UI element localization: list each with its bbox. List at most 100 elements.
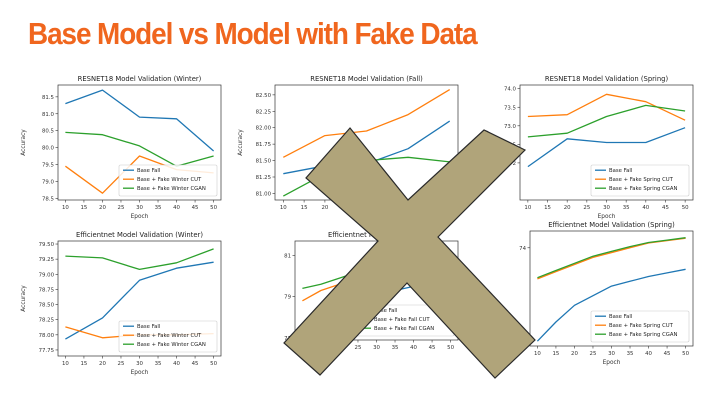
x-tick-label: 30	[608, 351, 615, 357]
legend-entry: Base + Fake Spring CUT	[609, 177, 674, 183]
x-tick-label: 35	[155, 361, 162, 367]
series-line	[65, 248, 214, 271]
legend: Base Fall Base + Fake Fall CUT Base + Fake…	[355, 304, 455, 337]
y-tick-label: 81.0	[42, 112, 55, 118]
series-line	[65, 261, 214, 340]
x-tick-label: 30	[603, 205, 610, 211]
series-line	[65, 89, 215, 152]
legend-entry: Base Fall	[137, 168, 160, 174]
x-axis-label: Epoch	[603, 360, 621, 366]
legend-box	[118, 320, 218, 353]
legend: Base Fall Base + Fake Winter CUT Base + Fa…	[118, 320, 218, 353]
y-tick-label: 79.25	[39, 257, 54, 263]
x-tick-label: 40	[642, 205, 649, 211]
x-tick-label: 15	[81, 361, 88, 367]
y-tick-label: 81.50	[256, 159, 272, 165]
chart-title: RESNET18 Model Validation (Winter)	[78, 75, 202, 83]
x-tick-label: 25	[583, 205, 590, 211]
x-tick-label: 40	[173, 361, 180, 367]
x-tick-label: 50	[447, 345, 454, 351]
cross-shape	[283, 127, 536, 379]
y-tick-label: 79.5	[42, 162, 54, 168]
legend-entry: Base + Fake Winter CGAN	[137, 186, 206, 192]
x-axis-label: Epoch	[131, 370, 149, 376]
x-tick-label: 15	[81, 205, 88, 211]
x-tick-label: 40	[410, 345, 417, 351]
x-tick-label: 25	[355, 345, 362, 351]
legend-entry: Base + Fake Fall CUT	[374, 317, 430, 323]
legend-box	[590, 164, 690, 197]
x-tick-label: 35	[155, 205, 162, 211]
chart-title: Efficientnet Model Validation (Winter)	[76, 231, 203, 239]
y-tick-label: 82.25	[256, 109, 271, 115]
y-tick-label: 78.75	[39, 287, 54, 293]
y-tick-label: 78.5	[42, 196, 54, 202]
series-line	[65, 131, 214, 167]
chart-title: RESNET18 Model Validation (Spring)	[545, 75, 669, 83]
series-line	[282, 89, 451, 158]
x-tick-label: 10	[62, 205, 69, 211]
x-tick-label: 15	[544, 205, 551, 211]
y-tick-label: 73.5	[504, 105, 516, 111]
x-tick-label: 20	[571, 351, 578, 357]
x-tick-label: 15	[301, 205, 308, 211]
y-tick-label: 81.75	[256, 142, 271, 148]
x-tick-label: 50	[682, 351, 689, 357]
x-tick-label: 25	[590, 351, 597, 357]
series-line	[536, 268, 686, 342]
x-tick-label: 10	[524, 205, 531, 211]
legend: Base Fall Base + Fake Spring CUT Base + Fa…	[590, 164, 690, 197]
x-tick-label: 45	[192, 361, 199, 367]
x-tick-label: 10	[534, 351, 541, 357]
series-line	[537, 237, 686, 279]
x-tick-label: 25	[118, 205, 125, 211]
x-tick-label: 40	[173, 205, 180, 211]
x-tick-label: 35	[392, 345, 399, 351]
legend-entry: Base Fall	[374, 308, 397, 314]
y-tick-label: 82.50	[256, 93, 272, 99]
y-tick-label: 78.25	[39, 318, 54, 324]
y-axis-label: Accuracy	[238, 129, 244, 156]
legend-box	[590, 310, 690, 343]
legend-entry: Base + Fake Spring CGAN	[609, 186, 678, 192]
x-tick-label: 45	[662, 205, 669, 211]
y-tick-label: 79	[284, 295, 291, 301]
y-tick-label: 74	[519, 246, 526, 252]
y-tick-label: 79.00	[39, 272, 55, 278]
legend: Base Fall Base + Fake Winter CUT Base + Fa…	[118, 164, 218, 197]
x-tick-label: 40	[645, 351, 652, 357]
y-axis-label: Accuracy	[21, 129, 27, 156]
x-tick-label: 15	[553, 351, 560, 357]
y-tick-label: 78.50	[39, 303, 55, 309]
chart-efficientnet-winter: Efficientnet Model Validation (Winter) 10…	[21, 231, 222, 376]
y-tick-label: 79.0	[42, 179, 55, 185]
legend-entry: Base + Fake Spring CGAN	[609, 332, 678, 338]
x-tick-label: 20	[564, 205, 571, 211]
legend-entry: Base + Fake Winter CUT	[137, 177, 202, 183]
y-tick-label: 80.5	[42, 129, 54, 135]
x-tick-label: 20	[99, 205, 106, 211]
y-tick-label: 73.0	[504, 124, 517, 130]
x-tick-label: 35	[623, 205, 630, 211]
slide-title: Base Model vs Model with Fake Data	[28, 16, 478, 51]
legend-entry: Base + Fake Winter CGAN	[137, 342, 206, 348]
chart-title: RESNET18 Model Validation (Fall)	[310, 75, 423, 83]
legend-entry: Base + Fake Winter CUT	[137, 333, 202, 339]
x-tick-label: 50	[682, 205, 689, 211]
x-tick-label: 45	[664, 351, 671, 357]
series-line	[527, 104, 686, 138]
x-axis-label: Epoch	[598, 214, 616, 220]
x-tick-label: 30	[136, 205, 143, 211]
legend-entry: Base + Fake Spring CUT	[609, 323, 674, 329]
legend-entry: Base Fall	[609, 314, 632, 320]
x-tick-label: 10	[280, 205, 287, 211]
series-line	[527, 127, 686, 168]
y-tick-label: 78.00	[39, 333, 55, 339]
y-axis-label: Accuracy	[21, 285, 27, 312]
x-tick-label: 20	[321, 205, 328, 211]
y-tick-label: 77.75	[39, 348, 54, 354]
legend-box	[118, 164, 218, 197]
x-tick-label: 45	[192, 205, 199, 211]
y-tick-label: 82.00	[256, 126, 272, 132]
